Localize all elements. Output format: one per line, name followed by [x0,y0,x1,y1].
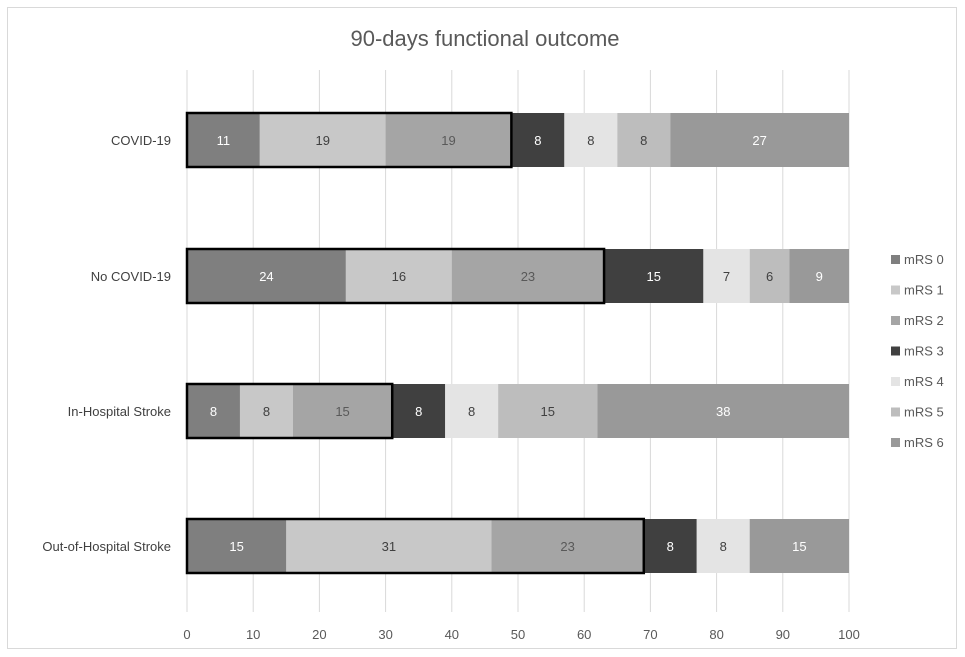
bar-segment [564,113,618,167]
data-label: 15 [335,404,349,419]
bar-segment [604,249,704,303]
data-label: 8 [720,539,727,554]
legend-label: mRS 1 [904,283,944,298]
category-label: Out-of-Hospital Stroke [42,539,171,554]
legend-label: mRS 4 [904,374,944,389]
highlight-outlines [185,111,646,575]
data-label: 8 [263,404,270,419]
data-label: 15 [541,404,555,419]
x-tick-label: 60 [577,627,591,642]
data-label: 11 [217,133,231,148]
bar-segment [511,113,565,167]
data-label: 8 [210,404,217,419]
x-tick-label: 0 [183,627,190,642]
bar-segment [749,519,849,573]
bars: 11 19 19 8 8 8 27 24 16 23 15 7 6 9 8 8 15 8 8 15 38 15 31 23 8 8… [187,113,849,573]
category-label: No COVID-19 [91,269,171,284]
bar-segment [239,384,293,438]
bar-segment [286,519,492,573]
legend-label: mRS 5 [904,405,944,420]
data-label: 15 [646,269,660,284]
x-tick-label: 90 [776,627,790,642]
bar-segment [187,384,240,438]
bar-segment [597,384,849,438]
legend: mRS 0 mRS 1 mRS 2 mRS 3 mRS 4 mRS 5 mRS 6 [891,252,944,450]
data-label: 15 [792,539,806,554]
bar-segment [187,113,260,167]
x-tick-label: 10 [246,627,260,642]
legend-swatch [891,377,900,386]
bar-segment [789,249,849,303]
data-label: 8 [534,133,541,148]
category-label: In-Hospital Stroke [68,404,171,419]
highlight-outline [185,517,646,575]
bar-segment [491,519,644,573]
legend-label: mRS 3 [904,344,944,359]
data-label: 19 [441,133,455,148]
highlight-outline [185,382,394,440]
data-label: 38 [716,404,730,419]
legend-swatch [891,316,900,325]
data-label: 7 [723,269,730,284]
data-label: 8 [587,133,594,148]
x-tick-label: 80 [709,627,723,642]
legend-swatch [891,407,900,417]
data-label: 19 [315,133,329,148]
highlight-outline [185,247,606,305]
x-tick-label: 70 [643,627,657,642]
data-label: 9 [816,269,823,284]
x-tick-label: 100 [838,627,860,642]
bar-segment [670,113,849,167]
bar-segment [385,113,512,167]
legend-label: mRS 0 [904,252,944,267]
data-label: 23 [560,539,574,554]
legend-swatch [891,346,900,356]
highlight-outline [185,111,513,169]
category-label: COVID-19 [111,133,171,148]
category-labels: COVID-19 No COVID-19 In-Hospital Stroke Out… [42,133,171,554]
x-tick-label: 30 [378,627,392,642]
bar-segment [259,113,386,167]
legend-label: mRS 2 [904,313,944,328]
bar-segment [617,113,671,167]
legend-label: mRS 6 [904,435,944,450]
bar-segment [392,384,446,438]
bar-segment [345,249,452,303]
bar-segment [498,384,598,438]
data-label: 23 [521,269,535,284]
legend-swatch [891,285,900,295]
data-label: 8 [415,404,422,419]
bar-segment [292,384,393,438]
data-label: 24 [259,269,273,284]
bar-segment [187,519,287,573]
x-tick-label: 40 [445,627,459,642]
data-label: 8 [468,404,475,419]
data-label: 8 [640,133,647,148]
bar-segment [696,519,750,573]
data-label: 15 [229,539,243,554]
legend-swatch [891,438,900,447]
bar-segment [643,519,697,573]
data-label: 27 [752,133,766,148]
bar-segment [749,249,790,303]
data-label: 31 [382,539,396,554]
x-tick-label: 20 [312,627,326,642]
data-label: 6 [766,269,773,284]
x-tick-label: 50 [511,627,525,642]
data-label: 8 [667,539,674,554]
chart-title: 90-days functional outcome [350,26,619,51]
bar-segment [187,249,346,303]
x-axis-ticks: 0 10 20 30 40 50 60 70 80 90 100 [183,627,859,642]
legend-swatch [891,255,900,264]
bar-segment [451,249,605,303]
bar-segment [445,384,499,438]
data-label: 16 [392,269,406,284]
bar-segment [703,249,750,303]
